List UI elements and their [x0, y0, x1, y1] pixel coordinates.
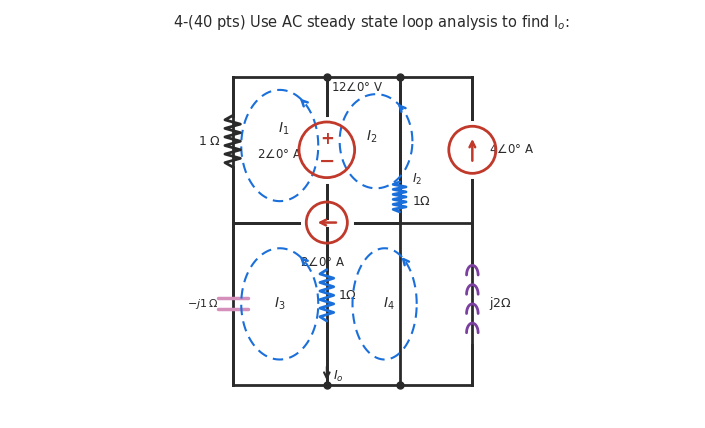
Text: I$_2$: I$_2$ — [366, 129, 377, 145]
Text: 12$\angle$0° V: 12$\angle$0° V — [331, 81, 384, 94]
Text: $-j1\,\Omega$: $-j1\,\Omega$ — [187, 297, 219, 311]
Text: I$_1$: I$_1$ — [278, 120, 290, 137]
Text: I$_o$: I$_o$ — [333, 369, 344, 384]
Text: 1$\Omega$: 1$\Omega$ — [412, 195, 431, 208]
Text: I$_2$: I$_2$ — [412, 172, 423, 187]
Text: −: − — [319, 152, 335, 171]
Text: 4-(40 pts) Use AC steady state loop analysis to find I$_o$:: 4-(40 pts) Use AC steady state loop anal… — [173, 13, 570, 32]
Text: 1 $\Omega$: 1 $\Omega$ — [197, 135, 221, 148]
Text: 1$\Omega$: 1$\Omega$ — [338, 289, 357, 302]
Text: 4$\angle$0° A: 4$\angle$0° A — [489, 143, 534, 156]
Text: +: + — [320, 130, 333, 148]
Text: 2$\angle$0° A: 2$\angle$0° A — [300, 256, 345, 269]
Text: I$_3$: I$_3$ — [274, 296, 286, 312]
Text: I$_4$: I$_4$ — [383, 296, 395, 312]
Text: 2$\angle$0° A: 2$\angle$0° A — [257, 148, 302, 160]
Text: j2$\Omega$: j2$\Omega$ — [489, 295, 513, 312]
